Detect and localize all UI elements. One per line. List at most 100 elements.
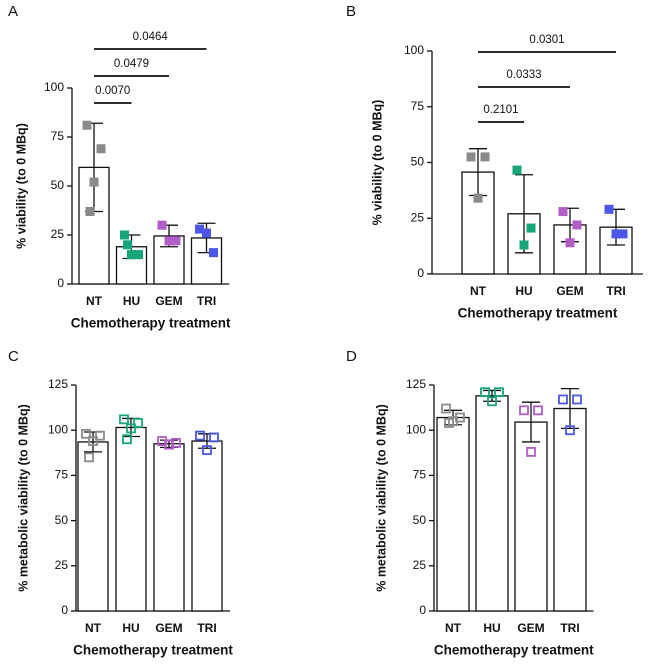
x-tick-label: HU bbox=[123, 294, 140, 308]
data-point bbox=[441, 403, 451, 414]
data-point bbox=[202, 228, 211, 238]
bar bbox=[153, 443, 185, 612]
x-axis-label: Chemotherapy treatment bbox=[73, 643, 233, 658]
data-point bbox=[195, 430, 205, 441]
bar bbox=[553, 407, 587, 612]
y-tick-label: 75 bbox=[413, 468, 427, 482]
y-tick-label: 25 bbox=[411, 210, 425, 224]
x-tick-label: HU bbox=[483, 621, 500, 635]
data-point bbox=[473, 193, 483, 203]
y-axis-label: % viability (to 0 MBq) bbox=[370, 100, 384, 226]
data-point bbox=[95, 430, 105, 441]
data-point bbox=[604, 204, 614, 214]
data-point bbox=[134, 250, 143, 260]
panel-label: B bbox=[346, 3, 356, 20]
y-tick-label: 125 bbox=[48, 377, 68, 391]
data-point bbox=[565, 425, 575, 436]
data-point bbox=[572, 220, 582, 230]
x-tick-label: GEM bbox=[556, 284, 583, 298]
x-tick-label: NT bbox=[445, 621, 462, 635]
data-point bbox=[494, 387, 504, 398]
data-point bbox=[122, 434, 132, 445]
data-point bbox=[164, 236, 174, 246]
p-value: 0.0070 bbox=[95, 85, 130, 97]
y-axis-label: % metabolic viability (to 0 MBq) bbox=[16, 404, 30, 592]
data-point bbox=[558, 394, 568, 405]
bar bbox=[115, 426, 147, 612]
p-value: 0.0333 bbox=[506, 69, 541, 81]
y-axis-label: % metabolic viability (to 0 MBq) bbox=[374, 404, 388, 592]
y-tick-label: 50 bbox=[51, 178, 65, 192]
y-tick-label: 75 bbox=[51, 129, 65, 143]
p-value: 0.2101 bbox=[483, 104, 518, 116]
x-axis-label: Chemotherapy treatment bbox=[71, 316, 231, 331]
x-tick-label: NT bbox=[85, 621, 102, 635]
data-point bbox=[512, 165, 522, 175]
data-point bbox=[487, 396, 497, 407]
data-point bbox=[480, 387, 490, 398]
data-point bbox=[611, 229, 621, 239]
data-point bbox=[533, 405, 543, 416]
x-tick-label: TRI bbox=[606, 284, 625, 298]
data-point bbox=[157, 220, 167, 230]
x-tick-label: HU bbox=[122, 621, 139, 635]
x-tick-label: GEM bbox=[155, 294, 182, 308]
data-point bbox=[120, 230, 129, 240]
data-point bbox=[526, 223, 536, 233]
data-point bbox=[202, 445, 212, 455]
data-point bbox=[558, 207, 568, 217]
data-point bbox=[88, 436, 98, 446]
y-tick-label: 100 bbox=[48, 422, 68, 436]
data-point bbox=[164, 439, 174, 450]
y-tick-label: 100 bbox=[44, 80, 64, 94]
p-value: 0.0479 bbox=[114, 58, 149, 70]
data-point bbox=[89, 177, 99, 187]
x-tick-label: GEM bbox=[517, 621, 544, 635]
panel-label: D bbox=[346, 348, 357, 365]
data-point bbox=[171, 236, 181, 246]
y-tick-label: 100 bbox=[406, 422, 426, 436]
bar bbox=[514, 421, 548, 612]
data-point bbox=[85, 206, 95, 216]
data-point bbox=[171, 437, 181, 448]
y-tick-label: 25 bbox=[413, 558, 427, 572]
data-point bbox=[209, 432, 219, 443]
bar bbox=[191, 440, 223, 612]
y-tick-label: 50 bbox=[411, 155, 425, 169]
y-tick-label: 75 bbox=[411, 99, 425, 113]
y-tick-label: 25 bbox=[55, 558, 69, 572]
y-tick-label: 100 bbox=[404, 43, 424, 57]
data-point bbox=[519, 405, 529, 416]
y-tick-label: 125 bbox=[406, 377, 426, 391]
data-point bbox=[84, 452, 94, 463]
data-point bbox=[119, 414, 129, 425]
data-point bbox=[133, 418, 143, 428]
y-tick-label: 50 bbox=[413, 513, 427, 527]
data-point bbox=[526, 446, 536, 457]
x-tick-label: TRI bbox=[197, 294, 216, 308]
y-tick-label: 0 bbox=[57, 276, 64, 290]
y-tick-label: 25 bbox=[51, 227, 65, 241]
x-axis-label: Chemotherapy treatment bbox=[434, 643, 594, 658]
data-point bbox=[82, 120, 92, 130]
x-tick-label: HU bbox=[515, 284, 532, 298]
y-tick-label: 50 bbox=[55, 513, 69, 527]
y-tick-label: 75 bbox=[55, 468, 69, 482]
data-point bbox=[572, 394, 582, 405]
bar bbox=[475, 395, 509, 612]
x-tick-label: TRI bbox=[197, 621, 216, 635]
data-point bbox=[127, 250, 136, 260]
data-point bbox=[209, 248, 218, 258]
data-point bbox=[195, 224, 204, 234]
y-tick-label: 0 bbox=[419, 603, 426, 617]
x-tick-label: NT bbox=[470, 284, 487, 298]
y-tick-label: 0 bbox=[417, 266, 424, 280]
panel-label: A bbox=[8, 3, 18, 20]
data-point bbox=[519, 240, 529, 250]
data-point bbox=[123, 240, 132, 250]
data-point bbox=[480, 152, 490, 162]
bar bbox=[77, 441, 109, 612]
data-point bbox=[565, 238, 575, 248]
x-axis-label: Chemotherapy treatment bbox=[458, 306, 618, 321]
